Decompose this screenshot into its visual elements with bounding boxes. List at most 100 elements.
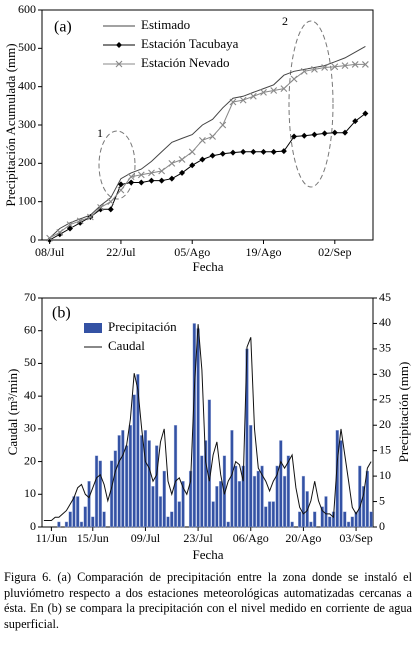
x-tick-label: 19/Ago	[246, 245, 282, 259]
marker	[116, 42, 122, 48]
bar	[200, 455, 204, 528]
marker	[158, 177, 165, 184]
marker	[148, 177, 155, 184]
y-tick-label: 10	[24, 486, 36, 500]
series-line	[43, 324, 372, 521]
bar	[155, 445, 159, 528]
bar	[87, 481, 91, 528]
bar	[298, 511, 302, 528]
bar	[162, 470, 166, 528]
legend-label: Estación Nevado	[141, 55, 229, 70]
bar	[237, 481, 242, 528]
bar	[350, 516, 354, 528]
marker	[138, 179, 145, 186]
y2-tick-label: 0	[379, 519, 385, 533]
bar	[136, 374, 140, 528]
y-tick-label: 20	[24, 453, 36, 467]
marker	[352, 118, 359, 125]
bar	[290, 521, 294, 528]
bar	[234, 465, 238, 528]
y2-tick-label: 40	[379, 315, 391, 329]
y2-tick-label: 45	[379, 290, 391, 304]
marker	[260, 148, 267, 155]
bar	[282, 475, 287, 528]
bar	[203, 440, 208, 528]
y2-tick-label: 5	[379, 493, 385, 507]
bar	[309, 521, 313, 528]
marker	[107, 198, 115, 206]
marker	[168, 175, 175, 182]
bar	[140, 435, 144, 528]
marker	[209, 133, 216, 140]
marker	[249, 92, 257, 100]
y-axis-label: Caudal (m³/min)	[5, 369, 20, 456]
marker	[341, 129, 348, 136]
bar	[275, 465, 279, 528]
bar	[158, 496, 163, 528]
bar	[57, 521, 61, 528]
bar	[113, 450, 117, 528]
marker	[67, 225, 74, 232]
y-tick-label: 100	[18, 193, 36, 207]
y-tick-label: 0	[30, 232, 36, 246]
highlight-ellipse	[98, 130, 136, 200]
bar	[260, 465, 264, 528]
bar	[98, 460, 102, 528]
figure: (a) 1 2 (b) Precipitación Acumulada (mm)…	[3, 2, 411, 562]
bar	[346, 521, 351, 528]
y-tick-label: 50	[24, 355, 36, 369]
bar	[76, 496, 80, 528]
plot-frame	[41, 297, 374, 528]
bar	[365, 470, 369, 528]
bar	[83, 506, 87, 528]
x-tick-label: 05/Ago	[174, 245, 210, 259]
marker	[341, 62, 349, 69]
marker	[188, 148, 196, 156]
bar	[121, 430, 125, 528]
bar	[196, 328, 200, 528]
annotation: 1	[97, 126, 103, 140]
bar	[147, 440, 151, 528]
bar	[324, 496, 328, 528]
marker	[76, 217, 84, 225]
bar	[361, 486, 366, 528]
x-tick-label: 03/Sep	[339, 531, 372, 545]
marker	[107, 206, 114, 213]
x-tick-label: 11/Jun	[36, 531, 68, 545]
marker	[168, 159, 176, 167]
legend-label: Estimado	[141, 17, 190, 32]
marker	[189, 162, 196, 169]
marker	[179, 169, 186, 176]
marker	[97, 206, 104, 213]
bar	[256, 470, 260, 528]
panel-label: (a)	[54, 19, 72, 36]
y-tick-label: 500	[18, 40, 36, 54]
marker	[351, 61, 359, 68]
y-tick-label: 70	[24, 290, 36, 304]
legend-label: Precipitación	[108, 319, 177, 334]
x-tick-label: 22/Jul	[106, 245, 136, 259]
bar	[222, 455, 227, 528]
marker	[280, 148, 287, 155]
y2-axis-label: Precipitación (mm)	[396, 362, 411, 463]
bar	[151, 486, 155, 528]
bar	[369, 511, 373, 528]
x-axis-label: Fecha	[192, 547, 223, 562]
legend-swatch	[84, 323, 102, 333]
y-tick-label: 400	[18, 78, 36, 92]
marker	[158, 167, 166, 175]
marker	[321, 64, 329, 71]
panel-label: (b)	[52, 305, 71, 322]
marker	[56, 228, 64, 236]
bar	[271, 501, 275, 528]
marker	[240, 148, 247, 155]
bar	[109, 460, 114, 528]
marker	[229, 149, 236, 156]
marker	[199, 136, 206, 144]
bar	[267, 501, 272, 528]
marker	[117, 181, 124, 188]
marker	[128, 179, 135, 186]
bar	[279, 440, 283, 528]
bar	[143, 430, 148, 528]
